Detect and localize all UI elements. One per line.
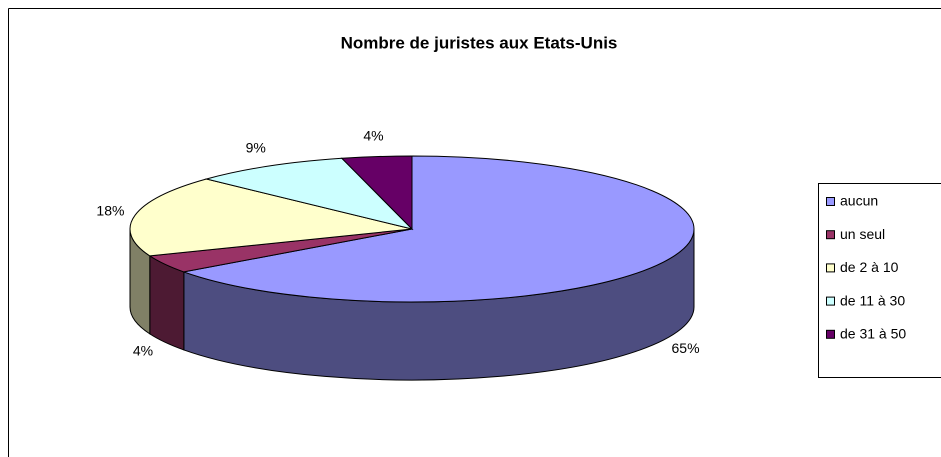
data-label: 65% — [672, 340, 700, 356]
data-label: 4% — [133, 343, 153, 359]
legend-label: aucun — [840, 193, 878, 209]
legend-label: un seul — [840, 226, 885, 242]
legend-box — [818, 183, 941, 378]
data-label: 9% — [246, 140, 266, 156]
legend-label: de 31 à 50 — [840, 326, 906, 342]
legend-label: de 2 à 10 — [840, 259, 899, 275]
legend-swatch — [826, 197, 835, 206]
legend-label: de 11 à 30 — [840, 292, 905, 308]
slice — [181, 155, 695, 303]
slice — [129, 178, 413, 257]
data-label: 4% — [363, 127, 383, 143]
data-label: 18% — [96, 202, 124, 218]
slice — [340, 155, 413, 231]
legend-swatch — [826, 263, 835, 273]
legend-swatch — [826, 230, 835, 240]
legend-swatch — [826, 329, 835, 339]
legend-swatch — [826, 296, 835, 306]
slice — [204, 157, 414, 230]
chart-title: Nombre de juristes aux Etats-Unis — [341, 33, 618, 52]
